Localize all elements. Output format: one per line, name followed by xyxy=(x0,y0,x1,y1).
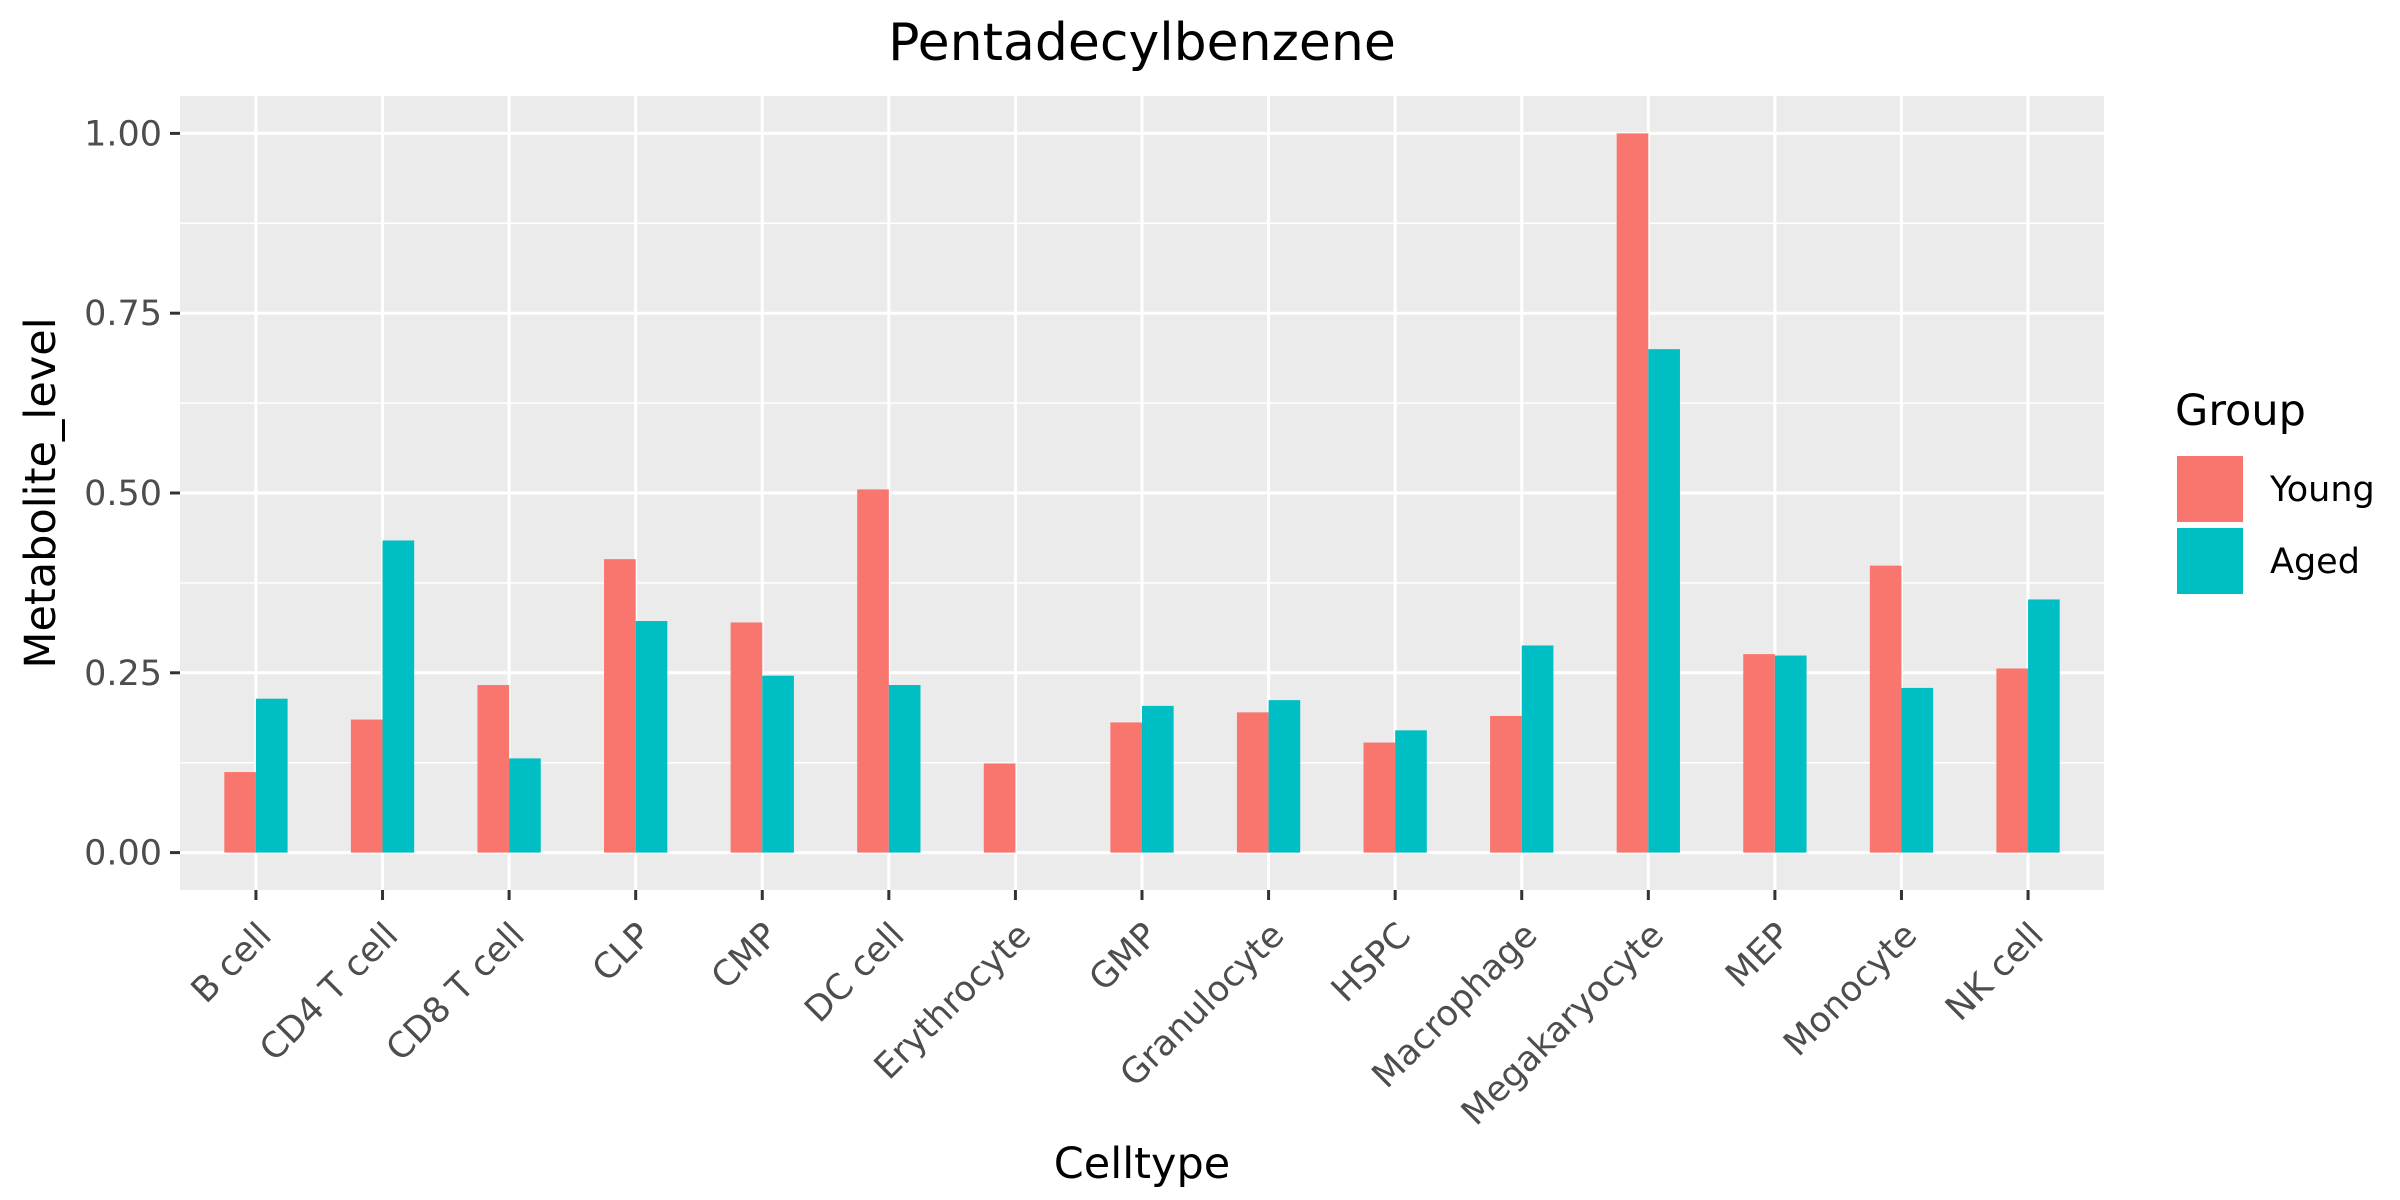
bar-aged xyxy=(762,675,794,853)
legend-swatch-aged xyxy=(2177,528,2243,594)
x-tick-label: Monocyte xyxy=(1776,915,1925,1064)
x-tick-label: DC cell xyxy=(797,915,912,1030)
x-tick-label: GMP xyxy=(1082,915,1166,999)
x-axis-title: Celltype xyxy=(1054,1139,1230,1189)
chart-title: Pentadecylbenzene xyxy=(888,13,1396,73)
bar-aged xyxy=(1142,705,1174,853)
bar-aged xyxy=(1774,655,1807,853)
legend-title: Group xyxy=(2175,386,2306,436)
legend-label-aged: Aged xyxy=(2270,542,2360,582)
bar-aged xyxy=(1648,349,1680,853)
y-tick-label: 0.00 xyxy=(84,834,162,874)
bar-young xyxy=(1743,654,1775,853)
bar-aged xyxy=(2028,599,2060,853)
x-tick-label: CD8 T cell xyxy=(379,915,533,1069)
bar-young xyxy=(1490,715,1522,853)
bar-aged xyxy=(888,685,921,853)
bar-young xyxy=(1363,742,1396,853)
bar-aged xyxy=(1521,645,1554,853)
bar-aged xyxy=(1395,730,1427,853)
bar-aged xyxy=(509,758,541,853)
bar-young xyxy=(857,489,889,853)
bar-young xyxy=(1110,722,1142,853)
bar-young xyxy=(730,622,763,853)
y-tick-label: 0.75 xyxy=(84,294,162,334)
x-tick-label: NK cell xyxy=(1938,915,2051,1028)
y-tick-label: 0.25 xyxy=(84,654,162,694)
bar-young xyxy=(1236,712,1269,853)
bar-aged xyxy=(255,698,288,853)
y-tick-label: 1.00 xyxy=(84,114,162,154)
bars xyxy=(224,133,2060,853)
bar-young xyxy=(224,772,256,853)
bar-aged xyxy=(635,621,668,853)
x-tick-label: B cell xyxy=(184,915,280,1011)
legend-items: Young Aged xyxy=(2177,456,2375,594)
bar-aged xyxy=(1268,700,1301,853)
y-axis-title: Metabolite_level xyxy=(16,317,66,668)
bar-aged xyxy=(1901,687,1934,853)
legend: Group Young Aged xyxy=(2175,386,2375,594)
bar-young xyxy=(1616,133,1649,853)
bar-young xyxy=(1869,565,1902,853)
bar-young xyxy=(1996,668,2029,853)
bar-aged xyxy=(382,540,415,853)
bar-young xyxy=(983,763,1016,853)
legend-swatch-young xyxy=(2177,456,2243,522)
x-tick-label: CLP xyxy=(585,915,659,989)
bar-young xyxy=(604,559,636,853)
bar-young xyxy=(477,685,510,853)
y-tick-label: 0.50 xyxy=(84,474,162,514)
legend-label-young: Young xyxy=(2269,470,2375,510)
x-tick-label: MEP xyxy=(1718,915,1798,995)
bar-young xyxy=(350,719,383,853)
x-tick-label: CMP xyxy=(704,915,786,997)
x-tick-label: HSPC xyxy=(1324,915,1419,1010)
